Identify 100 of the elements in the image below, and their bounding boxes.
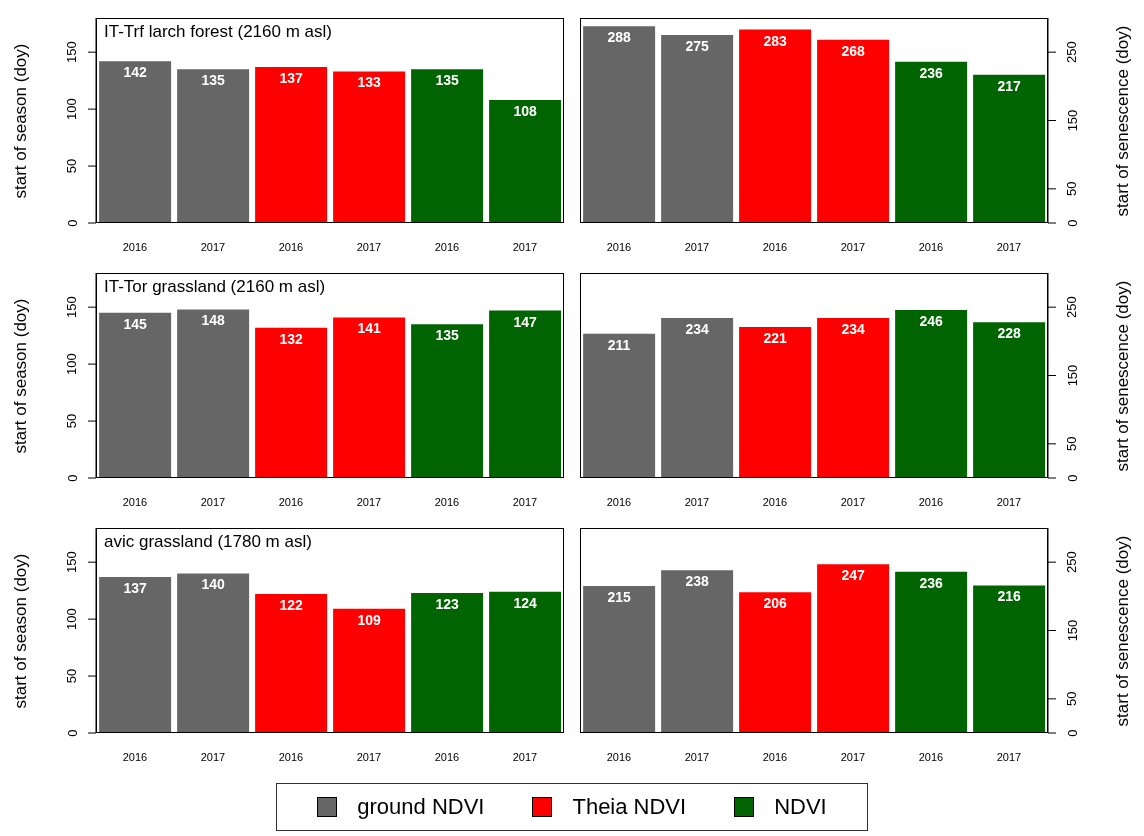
- bar: [489, 310, 562, 478]
- x-tick-label: 2016: [278, 495, 304, 508]
- y-tick-label: 100: [64, 608, 80, 630]
- bar: [973, 74, 1046, 223]
- x-tick-label: 2017: [200, 495, 226, 508]
- y-tick-label: 0: [64, 219, 80, 227]
- data-label: 135: [201, 72, 226, 89]
- data-label: 137: [123, 579, 148, 596]
- chart-title: IT-Trf larch forest (2160 m asl): [104, 22, 332, 42]
- y2-axis-title: start of senescence (doy): [1113, 25, 1133, 216]
- bar: [177, 573, 250, 733]
- x-tick-label: 2016: [434, 240, 460, 253]
- bar: [739, 592, 812, 733]
- bar: [177, 69, 250, 223]
- data-label: 140: [201, 576, 226, 593]
- bar: [661, 570, 734, 733]
- bar: [583, 26, 656, 223]
- legend-label: Theia NDVI: [572, 794, 687, 820]
- bar: [895, 61, 968, 223]
- data-label: 135: [435, 327, 460, 344]
- data-label: 275: [685, 38, 710, 55]
- bar: [661, 35, 734, 223]
- data-label: 108: [513, 102, 538, 119]
- data-label: 288: [607, 29, 632, 46]
- y-tick-label: 50: [64, 668, 80, 684]
- data-label: 221: [763, 329, 788, 346]
- x-tick-label: 2017: [684, 495, 710, 508]
- data-label: 236: [919, 64, 944, 81]
- x-tick-label: 2017: [840, 495, 866, 508]
- y-tick-label: 150: [64, 551, 80, 574]
- y-tick-label: 50: [64, 158, 80, 174]
- y-tick-label: 100: [64, 353, 80, 375]
- data-label: 268: [841, 42, 866, 59]
- bar: [895, 571, 968, 733]
- bar: [411, 592, 484, 733]
- x-tick-label: 2017: [840, 750, 866, 763]
- data-label: 216: [997, 588, 1022, 605]
- bar: [489, 591, 562, 733]
- bar: [817, 318, 890, 478]
- data-label: 122: [279, 597, 304, 613]
- data-label: 137: [279, 69, 304, 86]
- x-tick-label: 2017: [996, 240, 1022, 253]
- data-label: 132: [279, 330, 304, 347]
- data-label: 234: [685, 321, 710, 338]
- data-label: 247: [841, 567, 866, 584]
- x-tick-label: 2017: [512, 240, 538, 253]
- bar: [739, 29, 812, 223]
- y2-tick-label: 50: [1064, 181, 1080, 197]
- x-tick-label: 2017: [840, 240, 866, 253]
- data-label: 147: [513, 313, 538, 330]
- bar: [255, 66, 328, 223]
- x-tick-label: 2017: [684, 750, 710, 763]
- x-tick-label: 2016: [122, 240, 148, 253]
- bar: [255, 327, 328, 478]
- bar: [99, 61, 172, 223]
- data-label: 217: [997, 77, 1022, 94]
- bar: [99, 312, 172, 478]
- x-tick-label: 2016: [918, 750, 944, 763]
- data-label: 236: [919, 574, 944, 591]
- x-tick-label: 2016: [278, 750, 304, 763]
- y2-tick-label: 150: [1064, 619, 1080, 642]
- y-tick-label: 50: [64, 413, 80, 429]
- x-tick-label: 2016: [122, 495, 148, 508]
- y-tick-label: 150: [64, 41, 80, 64]
- data-label: 283: [763, 32, 788, 49]
- bar: [973, 322, 1046, 478]
- bar: [99, 576, 172, 733]
- data-label: 145: [123, 315, 148, 332]
- x-tick-label: 2016: [762, 240, 788, 253]
- x-tick-label: 2017: [356, 240, 382, 253]
- x-tick-label: 2016: [278, 240, 304, 253]
- data-label: 234: [841, 321, 866, 338]
- x-tick-label: 2017: [512, 750, 538, 763]
- bar: [333, 71, 406, 223]
- bar: [817, 564, 890, 733]
- y2-tick-label: 0: [1064, 729, 1080, 737]
- y2-tick-label: 150: [1064, 109, 1080, 132]
- y2-tick-label: 0: [1064, 474, 1080, 482]
- chart-title: avic grassland (1780 m asl): [104, 532, 312, 552]
- data-label: 246: [919, 312, 944, 329]
- data-label: 109: [357, 611, 382, 628]
- x-tick-label: 2016: [918, 240, 944, 253]
- bar: [333, 317, 406, 478]
- y-axis-title: start of season (doy): [11, 553, 31, 708]
- x-tick-label: 2016: [918, 495, 944, 508]
- bar: [583, 333, 656, 478]
- x-tick-label: 2017: [996, 495, 1022, 508]
- data-label: 206: [763, 595, 788, 612]
- y2-tick-label: 150: [1064, 364, 1080, 387]
- x-tick-label: 2017: [684, 240, 710, 253]
- data-label: 228: [997, 325, 1022, 342]
- y-axis-title: start of season (doy): [11, 298, 31, 453]
- bar: [177, 309, 250, 478]
- y2-tick-label: 50: [1064, 691, 1080, 707]
- data-label: 123: [435, 595, 460, 612]
- x-tick-label: 2016: [762, 750, 788, 763]
- legend-label: NDVI: [774, 794, 827, 820]
- data-label: 238: [685, 573, 710, 590]
- data-label: 133: [357, 74, 382, 91]
- data-label: 124: [513, 594, 538, 611]
